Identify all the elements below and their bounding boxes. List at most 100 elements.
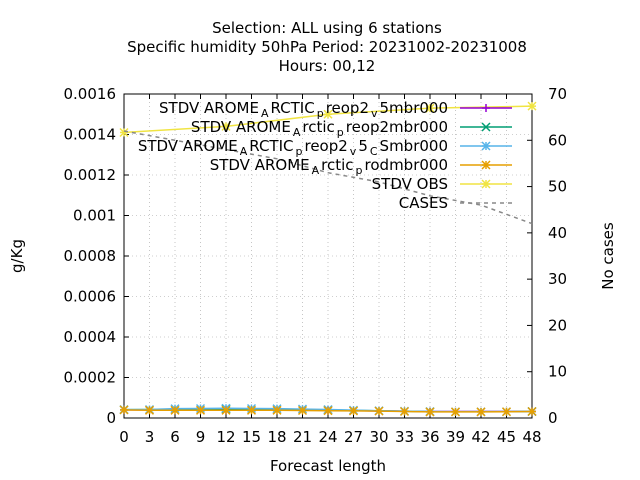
- y-tick-label: 0.0002: [64, 369, 117, 387]
- legend-marker: [481, 122, 491, 132]
- legend-label-part: CASES: [399, 194, 448, 212]
- x-tick-label: 36: [420, 428, 439, 446]
- y-tick-label: 0.0008: [64, 247, 117, 265]
- data-point: [425, 103, 435, 113]
- legend-label-part: 5mbr000: [380, 99, 448, 117]
- series: [119, 101, 537, 417]
- data-point: [527, 406, 537, 417]
- x-tick-label: 24: [318, 428, 337, 446]
- y-tick-label: 0: [106, 409, 116, 427]
- y2-axis-label: No cases: [599, 222, 617, 290]
- legend-label-part: A: [261, 107, 269, 120]
- y2-tick-label: 40: [548, 224, 567, 242]
- legend-label-part: rctic: [321, 156, 353, 174]
- legend-label-part: v: [350, 145, 357, 158]
- legend-label-part: rodmbr000: [365, 156, 448, 174]
- data-point: [527, 101, 537, 111]
- y2-tick-label: 0: [548, 409, 558, 427]
- data-point: [195, 405, 206, 415]
- data-point: [399, 406, 410, 417]
- x-tick-label: 6: [170, 428, 180, 446]
- series-3: [119, 405, 537, 417]
- legend-label-part: p: [356, 164, 363, 177]
- data-point: [119, 405, 129, 415]
- x-tick-label: 15: [242, 428, 261, 446]
- legend-label-part: Smbr000: [380, 137, 448, 155]
- series-4: [119, 101, 537, 138]
- axis-ticks: 0 3 6 9 12 15 18 21 24 27 30 33 36 39 42 45 4800.00020.0…: [64, 85, 568, 446]
- x-tick-label: 33: [395, 428, 414, 446]
- data-point: [476, 407, 486, 417]
- chart-title: Selection: ALL using 6 stationsSpecific …: [127, 19, 527, 75]
- y-tick-label: 0.001: [73, 207, 116, 225]
- legend-label-part: p: [337, 126, 344, 139]
- legend-label-part: A: [312, 164, 320, 177]
- x-tick-label: 42: [471, 428, 490, 446]
- data-point: [144, 405, 155, 415]
- data-point: [297, 405, 308, 416]
- legend-label-part: STDV OBS: [372, 175, 448, 193]
- x-tick-label: 18: [267, 428, 286, 446]
- legend-label-part: C: [370, 145, 378, 158]
- x-tick-label: 30: [369, 428, 388, 446]
- y2-tick-label: 30: [548, 270, 567, 288]
- data-point: [119, 127, 129, 138]
- series-5: [123, 130, 533, 225]
- y-tick-label: 0.0016: [64, 85, 117, 103]
- legend-label-part: reop2mbr000: [346, 118, 448, 136]
- legend-label-part: RCTIC: [270, 99, 314, 117]
- y2-tick-label: 70: [548, 85, 567, 103]
- legend-label-part: STDV AROME: [210, 156, 310, 174]
- legend-marker: [481, 141, 491, 151]
- legend-item-4: STDV OBS: [372, 175, 512, 193]
- x-tick-label: 3: [145, 428, 155, 446]
- series-line: [123, 130, 533, 225]
- data-point: [221, 405, 231, 415]
- legend-label-part: STDV AROME: [159, 99, 259, 117]
- legend-label: STDV AROME A RCTIC p reop2 v 5mbr000: [159, 99, 448, 120]
- data-point: [246, 405, 257, 415]
- x-tick-label: 12: [216, 428, 235, 446]
- data-point: [170, 405, 180, 415]
- legend-label-part: reop2: [326, 99, 369, 117]
- y-axis-label: g/Kg: [8, 239, 26, 273]
- legend-label: STDV OBS: [372, 175, 448, 193]
- legend-label: STDV AROME A RCTIC p reop2 v 5 C Smbr000: [138, 137, 448, 158]
- y-tick-label: 0.0012: [64, 166, 117, 184]
- data-point: [374, 406, 384, 416]
- legend-label-part: reop2: [304, 137, 347, 155]
- legend-label-part: A: [293, 126, 301, 139]
- x-tick-label: 48: [522, 428, 541, 446]
- x-tick-label: 9: [196, 428, 206, 446]
- data-point: [272, 405, 282, 415]
- x-tick-label: 45: [497, 428, 516, 446]
- legend-marker: [481, 179, 491, 189]
- legend-item-2: STDV AROME A RCTIC p reop2 v 5 C Smbr000: [138, 137, 512, 158]
- legend-label-part: STDV AROME: [138, 137, 238, 155]
- legend-item-0: STDV AROME A RCTIC p reop2 v 5mbr000: [159, 99, 512, 120]
- y2-tick-label: 10: [548, 363, 567, 381]
- legend-label-part: A: [240, 145, 248, 158]
- title-line: Hours: 00,12: [279, 57, 376, 75]
- data-point: [450, 407, 461, 417]
- data-point: [323, 109, 333, 119]
- legend-label: CASES: [399, 194, 448, 212]
- title-line: Specific humidity 50hPa Period: 20231002…: [127, 38, 527, 56]
- y2-tick-label: 20: [548, 316, 567, 334]
- y-tick-label: 0.0006: [64, 288, 117, 306]
- legend-label-part: 5: [358, 137, 368, 155]
- legend-label-part: RCTIC: [249, 137, 293, 155]
- legend-label-part: p: [296, 145, 303, 158]
- data-point: [348, 406, 359, 416]
- legend-item-5: CASES: [399, 194, 512, 212]
- legend-label-part: rctic: [302, 118, 334, 136]
- title-line: Selection: ALL using 6 stations: [212, 19, 442, 37]
- grid: [124, 94, 532, 418]
- legend-label-part: STDV AROME: [191, 118, 291, 136]
